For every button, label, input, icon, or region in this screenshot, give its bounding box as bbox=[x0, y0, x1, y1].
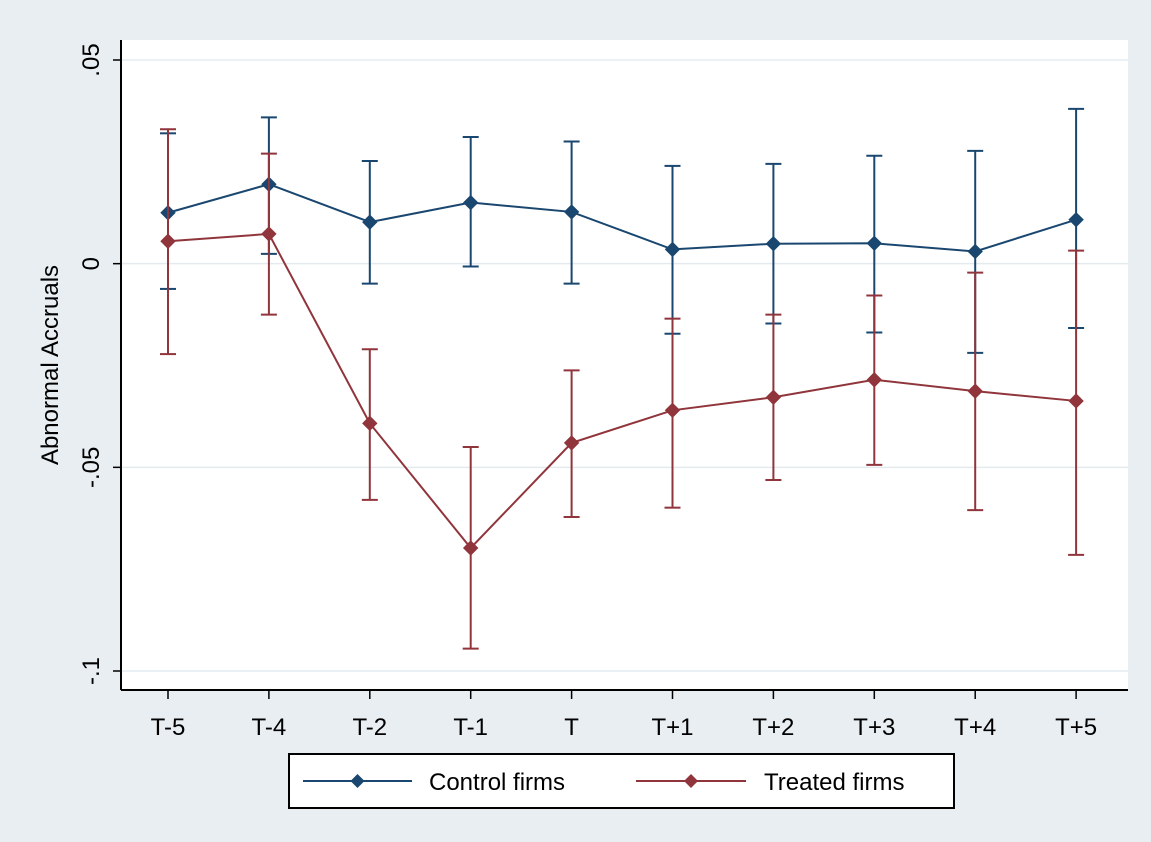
x-tick-label: T bbox=[564, 714, 579, 741]
legend-item-0: Control firms bbox=[303, 769, 565, 796]
data-point bbox=[967, 383, 983, 399]
plot-area bbox=[121, 40, 1128, 690]
y-tick-label: 0 bbox=[78, 257, 105, 270]
data-point bbox=[462, 540, 479, 556]
y-axis-ticks: -.1 -.05 0 .05 bbox=[78, 43, 121, 685]
legend-marker bbox=[350, 774, 365, 788]
data-point bbox=[866, 235, 883, 252]
data-point bbox=[160, 233, 176, 249]
y-tick-label: -.1 bbox=[78, 657, 105, 685]
x-tick-label: T-2 bbox=[352, 714, 387, 741]
series-layer bbox=[160, 107, 1085, 650]
x-tick-label: T+1 bbox=[651, 714, 693, 741]
y-tick-label: .05 bbox=[78, 43, 105, 76]
axes bbox=[120, 40, 1128, 691]
x-tick-label: T+4 bbox=[954, 714, 996, 741]
x-tick-label: T+3 bbox=[853, 714, 895, 741]
data-point bbox=[563, 435, 580, 451]
data-point bbox=[362, 214, 378, 230]
data-point bbox=[261, 226, 277, 242]
data-point bbox=[765, 389, 782, 405]
data-point bbox=[664, 402, 681, 419]
series-line bbox=[167, 232, 1077, 550]
series-1 bbox=[160, 128, 1085, 650]
data-point bbox=[362, 415, 378, 432]
data-point bbox=[462, 194, 479, 211]
y-tick-label: -.05 bbox=[78, 447, 105, 488]
data-point bbox=[563, 204, 580, 220]
data-point bbox=[765, 236, 782, 252]
legend-marker bbox=[684, 774, 698, 788]
gridlines bbox=[122, 59, 1128, 672]
y-axis-title: Abnormal Accruals bbox=[37, 265, 64, 465]
series-line bbox=[167, 183, 1077, 253]
x-tick-label: T-5 bbox=[151, 714, 186, 741]
x-axis-ticks: T-5 T-4 T-2 T-1 T T+1 T+2 T+3 T+4 T+5 bbox=[151, 690, 1097, 741]
legend-label: Control firms bbox=[429, 769, 565, 796]
data-point bbox=[664, 241, 681, 258]
x-tick-label: T+5 bbox=[1055, 714, 1097, 741]
data-point bbox=[967, 243, 983, 260]
data-point bbox=[1068, 211, 1084, 228]
data-point bbox=[1068, 393, 1084, 409]
legend-label: Treated firms bbox=[764, 769, 904, 796]
x-tick-label: T-1 bbox=[453, 714, 488, 741]
x-tick-label: T-4 bbox=[252, 714, 287, 741]
legend-item-1: Treated firms bbox=[636, 769, 904, 796]
legend: Control firms Treated firms bbox=[288, 753, 955, 809]
x-tick-label: T+2 bbox=[752, 714, 794, 741]
data-point bbox=[866, 372, 883, 388]
